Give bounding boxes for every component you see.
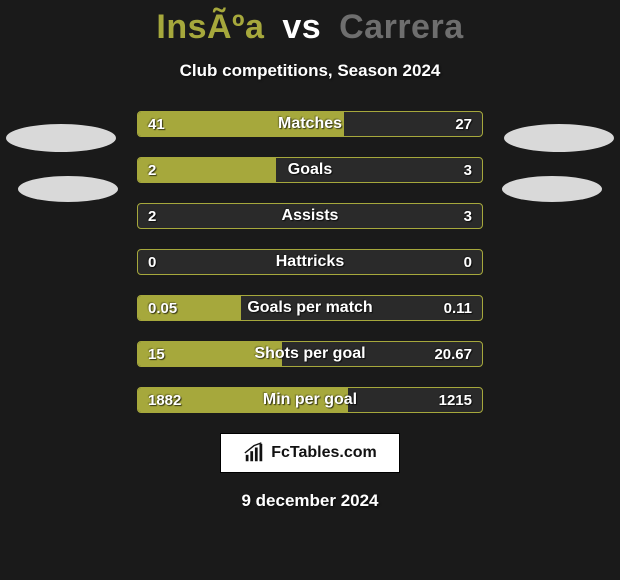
stat-label: Hattricks — [138, 250, 482, 274]
stat-label: Goals — [138, 158, 482, 182]
decorative-oval — [504, 124, 614, 152]
stat-bar: 2Goals3 — [137, 157, 483, 183]
stat-value-right: 27 — [455, 112, 472, 136]
vs-text: vs — [282, 8, 321, 46]
stat-bar: 41Matches27 — [137, 111, 483, 137]
player2-name: Carrera — [339, 8, 463, 46]
stat-bar: 15Shots per goal20.67 — [137, 341, 483, 367]
stat-bar: 0.05Goals per match0.11 — [137, 295, 483, 321]
stat-label: Min per goal — [138, 388, 482, 412]
stat-value-right: 20.67 — [434, 342, 472, 366]
logo-text: FcTables.com — [271, 444, 377, 462]
stat-value-right: 3 — [464, 158, 472, 182]
stat-bar: 0Hattricks0 — [137, 249, 483, 275]
chart-icon — [243, 442, 265, 464]
stat-bar: 2Assists3 — [137, 203, 483, 229]
stat-bar: 1882Min per goal1215 — [137, 387, 483, 413]
player1-name: InsÃºa — [156, 8, 264, 46]
comparison-bars: 41Matches27 2Goals3 2Assists3 0Hattricks0 0.… — [137, 111, 483, 413]
stat-value-right: 0.11 — [444, 296, 472, 320]
stat-value-right: 1215 — [439, 388, 472, 412]
stat-label: Shots per goal — [138, 342, 482, 366]
logo-box: FcTables.com — [220, 433, 400, 473]
subtitle: Club competitions, Season 2024 — [0, 61, 620, 81]
decorative-oval — [6, 124, 116, 152]
decorative-oval — [18, 176, 118, 202]
stat-label: Matches — [138, 112, 482, 136]
stat-value-right: 3 — [464, 204, 472, 228]
stat-label: Goals per match — [138, 296, 482, 320]
page-title: InsÃºa vs Carrera — [0, 0, 620, 47]
stat-value-right: 0 — [464, 250, 472, 274]
stat-label: Assists — [138, 204, 482, 228]
date-text: 9 december 2024 — [0, 491, 620, 511]
decorative-oval — [502, 176, 602, 202]
